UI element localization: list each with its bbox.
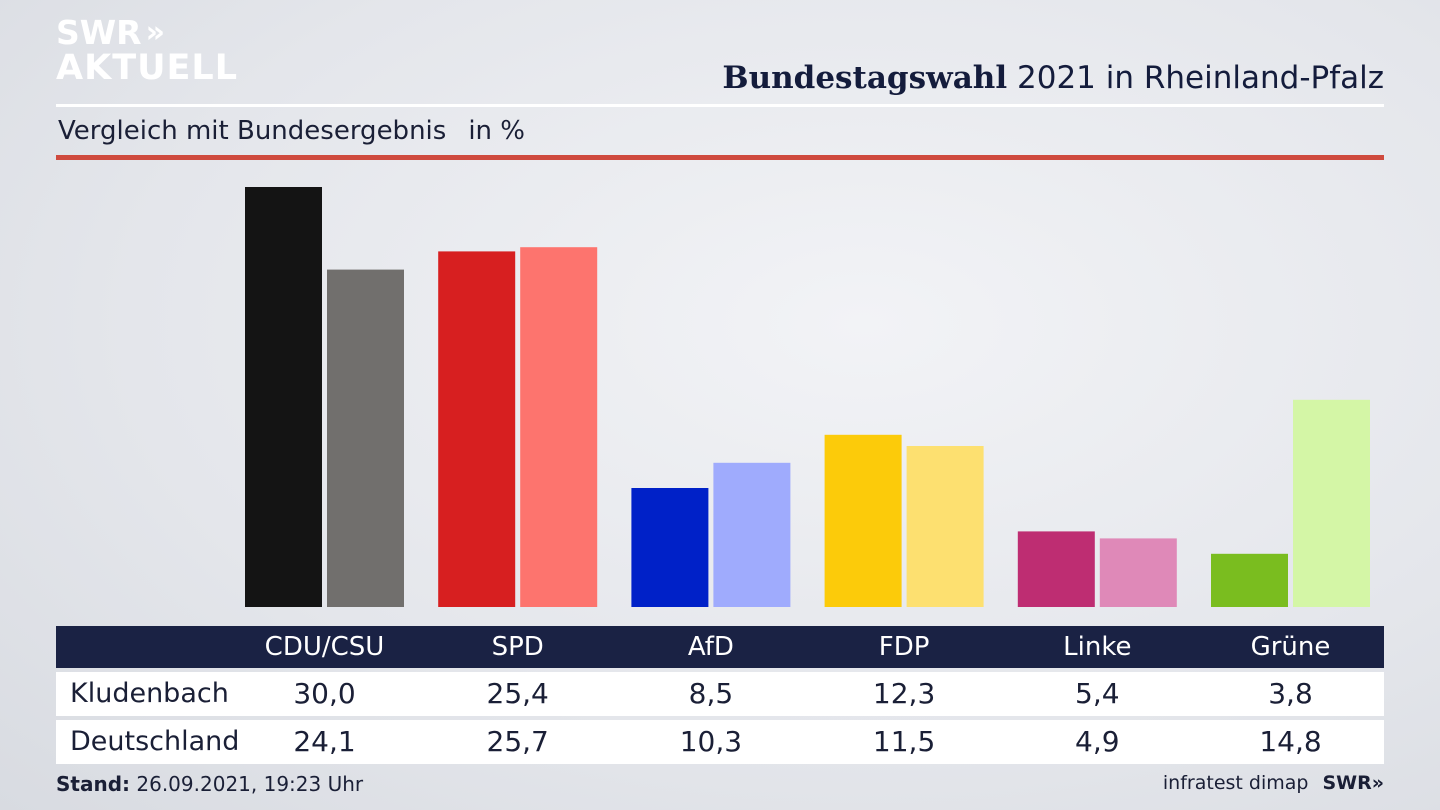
column-header: AfD (687, 632, 734, 662)
timestamp-value: 26.09.2021, 19:23 Uhr (136, 772, 364, 796)
logo-swr-text: SWR (56, 13, 142, 52)
bar-linke-primary (1017, 531, 1095, 607)
bar-spd-secondary (520, 247, 598, 607)
footer-swr-logo: SWR» (1322, 772, 1384, 794)
column-header: Linke (1063, 632, 1132, 662)
swr-aktuell-logo: SWR» AKTUELL (56, 16, 238, 86)
bar-gr-ne-primary (1211, 553, 1288, 607)
data-label: 10,3 (679, 725, 743, 758)
data-label: 24,1 (293, 725, 356, 758)
column-header: CDU/CSU (264, 632, 385, 662)
row-label: Kludenbach (70, 678, 229, 709)
row-label: Deutschland (70, 726, 240, 757)
table-row: Deutschland 24,1 25,7 10,3 11,5 4,9 14,8 (56, 720, 1384, 764)
bar-fdp-primary (824, 434, 902, 607)
header-divider (56, 104, 1384, 107)
source-credit: infratest dimap SWR» (1163, 772, 1384, 794)
data-label: 30,0 (293, 677, 356, 710)
bar-afd-secondary (713, 462, 791, 607)
bar-cdu-csu-secondary (327, 269, 404, 607)
table-header-row: CDU/CSU SPD AfD FDP Linke Grüne (56, 626, 1384, 668)
table-row: Kludenbach 30,0 25,4 8,5 12,3 5,4 3,8 (56, 672, 1384, 716)
data-label: 11,5 (872, 725, 936, 758)
subtitle-divider (56, 155, 1384, 160)
unit-label: in % (468, 116, 525, 146)
data-label: 14,8 (1259, 725, 1322, 758)
column-header: FDP (878, 632, 930, 662)
subtitle-text: Vergleich mit Bundesergebnis (58, 116, 447, 146)
bar-afd-primary (631, 488, 709, 607)
logo-aktuell-text: AKTUELL (56, 48, 239, 88)
data-label: 5,4 (1075, 677, 1120, 710)
results-table: CDU/CSU SPD AfD FDP Linke Grüne Kludenbach 30,… (56, 626, 1384, 764)
data-label: 25,4 (486, 677, 549, 710)
timestamp-label: Stand: (56, 772, 131, 796)
bar-spd-primary (438, 251, 516, 607)
source-text: infratest dimap (1162, 772, 1309, 794)
chart-title-bold: Bundestagswahl (722, 60, 1008, 96)
bar-fdp-secondary (906, 446, 984, 607)
column-header: Grüne (1250, 632, 1331, 662)
chart-title: Bundestagswahl 2021 in Rheinland-Pfalz (722, 60, 1384, 96)
column-header: SPD (491, 632, 544, 662)
data-label: 12,3 (872, 677, 936, 710)
bar-gr-ne-secondary (1293, 399, 1370, 607)
bar-linke-secondary (1099, 538, 1177, 607)
timestamp: Stand: 26.09.2021, 19:23 Uhr (56, 772, 363, 796)
bar-cdu-csu-primary (245, 187, 322, 607)
data-label: 3,8 (1268, 677, 1313, 710)
data-label: 25,7 (486, 725, 549, 758)
data-label: 8,5 (688, 677, 734, 710)
chart-title-rest: 2021 in Rheinland-Pfalz (1017, 60, 1384, 96)
data-label: 4,9 (1075, 725, 1120, 758)
chart-subtitle: Vergleich mit Bundesergebnis in % (58, 116, 525, 146)
